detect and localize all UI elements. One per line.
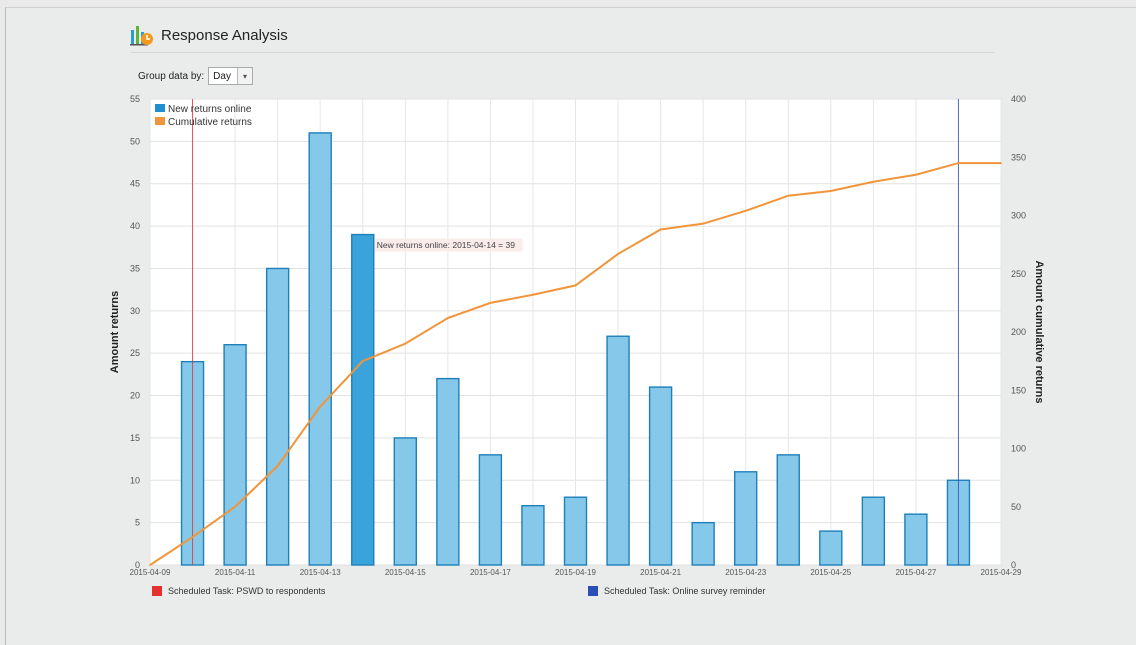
legend-label: Cumulative returns — [168, 117, 252, 128]
bar — [478, 454, 503, 566]
bars-group — [180, 132, 971, 566]
y2-tick-label: 300 — [1011, 211, 1026, 221]
y2-tick-label: 50 — [1011, 502, 1021, 512]
y-tick-label: 20 — [130, 391, 140, 401]
cumulative-point — [276, 465, 279, 467]
bar — [776, 454, 800, 566]
bar — [521, 504, 545, 566]
y-axis-title: Amount returns — [109, 291, 121, 374]
cumulative-point — [404, 342, 407, 345]
cumulative-point — [149, 564, 151, 566]
y2-tick-label: 350 — [1011, 152, 1026, 162]
bar-chart-icon — [130, 26, 153, 46]
x-tick-label: 2015-04-09 — [130, 568, 171, 577]
cumulative-point — [659, 228, 662, 231]
cumulative-point — [915, 173, 917, 176]
group-by-value: Day — [213, 70, 231, 82]
scheduled-task-swatch — [152, 586, 162, 596]
bar — [265, 267, 290, 566]
chart-legend: New returns online Cumulative returns — [155, 104, 252, 128]
y2-tick-label: 250 — [1011, 269, 1026, 279]
y2-tick-label: 400 — [1011, 94, 1026, 104]
bar — [904, 513, 928, 566]
cumulative-point — [191, 536, 194, 538]
scheduled-task-lines — [192, 99, 959, 565]
bar — [648, 386, 673, 566]
x-tick-label: 2015-04-27 — [895, 568, 936, 577]
cumulative-point — [1000, 162, 1002, 164]
bar — [606, 335, 630, 566]
cumulative-point — [532, 293, 534, 296]
scheduled-task-label: Scheduled Task: PSWD to respondents — [168, 586, 326, 596]
x-tick-label: 2015-04-13 — [300, 568, 341, 577]
cumulative-point — [617, 253, 619, 255]
y2-axis-title: Amount cumulative returns — [1033, 260, 1045, 403]
cumulative-point — [234, 505, 236, 508]
x-tick-label: 2015-04-21 — [640, 568, 681, 577]
cumulative-line-group — [149, 162, 1002, 566]
y-tick-label: 40 — [130, 221, 140, 231]
bar — [861, 496, 886, 566]
group-by-select[interactable]: Day ▾ — [208, 67, 253, 85]
y-tick-label: 10 — [130, 475, 140, 485]
x-tick-label: 2015-04-19 — [555, 568, 596, 577]
bar — [223, 344, 247, 566]
bar — [436, 377, 460, 566]
x-tick-label: 2015-04-17 — [470, 568, 511, 577]
cumulative-point — [744, 210, 747, 212]
bar — [351, 233, 375, 566]
cumulative-point — [830, 190, 832, 192]
cumulative-point — [489, 302, 492, 304]
bar — [691, 521, 715, 566]
bar — [308, 132, 332, 566]
page-title: Response Analysis — [161, 27, 288, 44]
scheduled-task-legend: Scheduled Task: Online survey reminder — [588, 586, 765, 596]
scheduled-task-swatch — [588, 586, 598, 596]
y-tick-label: 45 — [130, 179, 140, 189]
cumulative-point — [787, 194, 790, 197]
scheduled-task-label: Scheduled Task: Online survey reminder — [604, 586, 766, 596]
tooltip-text: New returns online: 2015-04-14 = 39 — [377, 240, 515, 250]
cumulative-point — [447, 317, 449, 319]
x-tick-label: 2015-04-15 — [385, 568, 426, 577]
y-tick-label: 30 — [130, 306, 140, 316]
x-tick-label: 2015-04-25 — [810, 568, 851, 577]
cumulative-point — [702, 222, 704, 225]
legend-label: New returns online — [168, 104, 252, 115]
y-tick-label: 35 — [130, 263, 140, 273]
x-tick-label: 2015-04-23 — [725, 568, 766, 577]
bar — [393, 437, 417, 566]
panel-header: Response Analysis — [130, 22, 995, 53]
y-tick-label: 55 — [130, 94, 140, 104]
chevron-down-icon: ▾ — [236, 68, 252, 84]
cumulative-point — [319, 405, 322, 408]
bar — [819, 530, 843, 566]
bar — [734, 471, 758, 566]
cumulative-point — [574, 284, 577, 287]
tooltip-group: New returns online: 2015-04-14 = 39 — [374, 238, 523, 252]
group-by-control: Group data by: Day ▾ — [138, 67, 253, 85]
bar — [563, 496, 588, 566]
y2-tick-label: 200 — [1011, 327, 1026, 337]
y-tick-label: 25 — [130, 348, 140, 358]
group-by-label: Group data by: — [138, 70, 205, 82]
y-tick-label: 50 — [130, 136, 140, 146]
cumulative-point — [957, 162, 960, 164]
y2-tick-label: 150 — [1011, 385, 1026, 395]
x-tick-label: 2015-04-11 — [215, 568, 256, 577]
x-tick-label: 2015-04-29 — [981, 568, 1022, 577]
cumulative-point — [872, 180, 875, 183]
scheduled-task-legend: Scheduled Task: PSWD to respondents — [152, 586, 325, 596]
legend-swatch — [155, 104, 165, 112]
axes-group: 0 5 10 15 20 25 30 35 40 45 50 55 0 50 100 150 200 250 300… — [109, 94, 1045, 577]
y-tick-label: 15 — [130, 433, 140, 443]
cumulative-point — [361, 360, 364, 362]
y2-tick-label: 0 — [1011, 560, 1016, 570]
y-tick-label: 5 — [135, 518, 140, 528]
y-tick-label: 0 — [135, 560, 140, 570]
y2-tick-label: 100 — [1011, 444, 1026, 454]
tooltip-box — [374, 238, 523, 252]
legend-swatch — [155, 117, 165, 125]
